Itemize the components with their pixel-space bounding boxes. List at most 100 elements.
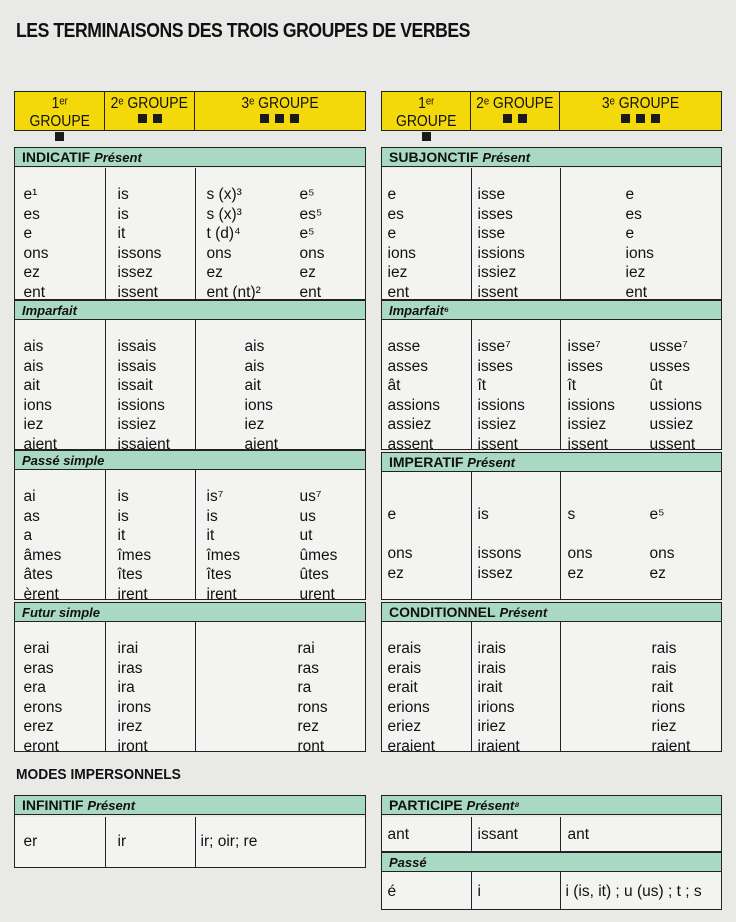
mode-label: INFINITIF xyxy=(22,797,84,813)
ending-cell: iez xyxy=(23,416,44,433)
section-body: e¹ is s (x)³ e⁵ es is s (x)³ es⁵ e it t (d)⁴ e⁵ ons i… xyxy=(15,168,365,301)
ending-cell: ais xyxy=(23,338,44,355)
ending-cell: ons xyxy=(206,244,232,262)
column-divider xyxy=(559,622,561,751)
ending-cell: e xyxy=(23,225,33,242)
ending-cell: issent xyxy=(567,435,609,453)
ending-cell: isse xyxy=(477,225,506,242)
ending-cell: îtes xyxy=(117,566,143,583)
section-header: Passé xyxy=(382,852,721,872)
tense-label: Passé xyxy=(389,855,427,870)
right-section-5: Passé é i i (is, it) ; u (us) ; t ; s xyxy=(381,852,722,910)
group-squares-icon xyxy=(382,132,470,141)
right-group-header: 1ᵉʳ GROUPE 2ᵉ GROUPE 3ᵉ GROUPE xyxy=(381,91,722,141)
ending-cell: i xyxy=(477,883,481,900)
left-section-2: Passé simple ai is is⁷ us⁷ as is is us a it it ut âme… xyxy=(14,450,366,603)
ending-cell: îmes xyxy=(117,546,152,564)
ending-cell: eriez xyxy=(387,718,422,735)
ending-cell: eront xyxy=(23,737,59,755)
section-body: e is s e⁵ ons issons ons ons ez issez ez ez xyxy=(382,472,721,600)
section-header: INFINITIF Présent xyxy=(15,795,365,815)
mode-label: IMPERATIF xyxy=(389,454,464,470)
page-title: LES TERMINAISONS DES TROIS GROUPES DE VE… xyxy=(16,20,470,42)
ending-cell: îmes xyxy=(206,546,241,564)
ending-cell: is xyxy=(206,507,218,525)
section-header: IMPERATIF Présent xyxy=(382,452,721,472)
ending-cell: it xyxy=(117,527,126,544)
ending-cell: issent xyxy=(117,283,159,301)
group-1-header: 1ᵉʳ GROUPE xyxy=(382,92,472,141)
ending-cell: ent xyxy=(299,283,322,301)
ending-cell: isses xyxy=(567,357,603,375)
ending-cell: issiez xyxy=(567,416,607,433)
group-label: 2ᵉ GROUPE xyxy=(111,95,189,112)
section-header: CONDITIONNEL Présent xyxy=(382,602,721,622)
column-divider xyxy=(470,622,472,751)
ending-cell: âtes xyxy=(23,566,53,583)
group-3-header: 3ᵉ GROUPE xyxy=(560,92,721,130)
group-3-header: 3ᵉ GROUPE xyxy=(195,92,365,130)
ending-cell: es xyxy=(625,205,642,223)
ending-cell: e xyxy=(625,225,635,242)
ending-cell: es xyxy=(23,205,40,223)
ending-cell: ez xyxy=(649,564,666,582)
ending-cell: îtes xyxy=(206,566,232,583)
ending-cell: ûtes xyxy=(299,566,329,583)
section-header: SUBJONCTIF Présent xyxy=(382,147,721,167)
group-label: 3ᵉ GROUPE xyxy=(241,95,319,112)
ending-cell: ons xyxy=(299,244,325,262)
ending-cell: rai xyxy=(297,640,315,657)
ending-cell: rez xyxy=(297,718,320,735)
ending-cell: es xyxy=(387,205,404,223)
right-section-1: Imparfait⁶ asse isse⁷ isse⁷ usse⁷ asses isses i… xyxy=(381,300,722,453)
ending-cell: ant xyxy=(567,826,590,843)
column-divider xyxy=(194,622,196,751)
group-2-header: 2ᵉ GROUPE xyxy=(105,92,195,130)
column-divider xyxy=(559,872,561,909)
group-1-header: 1ᵉʳ GROUPE xyxy=(15,92,106,141)
ending-cell: iez xyxy=(244,416,265,433)
ending-cell: e⁵ xyxy=(649,506,665,523)
ending-cell: es⁵ xyxy=(299,205,323,223)
ending-cell: isse⁷ xyxy=(477,338,511,355)
ending-cell: issait xyxy=(117,377,153,394)
section-body: ai is is⁷ us⁷ as is is us a it it ut âmes îmes îmes ûme… xyxy=(15,470,365,603)
column-divider xyxy=(194,168,196,299)
section-header: Passé simple xyxy=(15,450,365,470)
tense-label: Présent xyxy=(482,150,531,165)
ending-cell: ez xyxy=(387,564,404,582)
ending-cell: issez xyxy=(117,264,153,281)
ending-cell: ons xyxy=(387,545,413,562)
right-section-4: PARTICIPE Présent⁸ ant issant ant xyxy=(381,795,722,852)
section-body: asse isse⁷ isse⁷ usse⁷ asses isses isses usses â… xyxy=(382,320,721,453)
ending-cell: ons xyxy=(23,244,49,262)
ending-cell: assiez xyxy=(387,416,432,433)
ending-cell: issions xyxy=(477,396,525,414)
ending-cell: ons xyxy=(649,545,675,562)
ending-cell: ais xyxy=(244,338,265,355)
column-divider xyxy=(194,470,196,599)
column-divider xyxy=(194,320,196,449)
ending-cell: ût xyxy=(649,377,663,394)
ending-cell: issons xyxy=(117,244,162,262)
ending-cell: irez xyxy=(117,718,143,735)
ending-cell: a xyxy=(23,527,33,544)
ending-cell: issions xyxy=(477,244,525,262)
ending-cell: iez xyxy=(387,264,408,281)
ending-cell: aient xyxy=(23,435,58,453)
ending-cell: irait xyxy=(477,679,503,696)
ending-cell: erai xyxy=(23,640,50,657)
ending-cell: raient xyxy=(651,737,691,755)
group-label: 1ᵉʳ GROUPE xyxy=(29,95,90,130)
ending-cell: ions xyxy=(244,396,273,414)
ending-cell: e⁵ xyxy=(299,225,315,242)
ending-cell: ions xyxy=(387,244,416,262)
ending-cell: issant xyxy=(477,826,519,843)
ending-cell: ra xyxy=(297,679,312,696)
ending-cell: e¹ xyxy=(23,186,38,203)
ending-cell: ais xyxy=(23,357,44,375)
ending-cell: it xyxy=(117,225,126,242)
column-divider xyxy=(470,817,472,851)
column-divider xyxy=(470,872,472,909)
ending-cell: erais xyxy=(387,640,422,657)
